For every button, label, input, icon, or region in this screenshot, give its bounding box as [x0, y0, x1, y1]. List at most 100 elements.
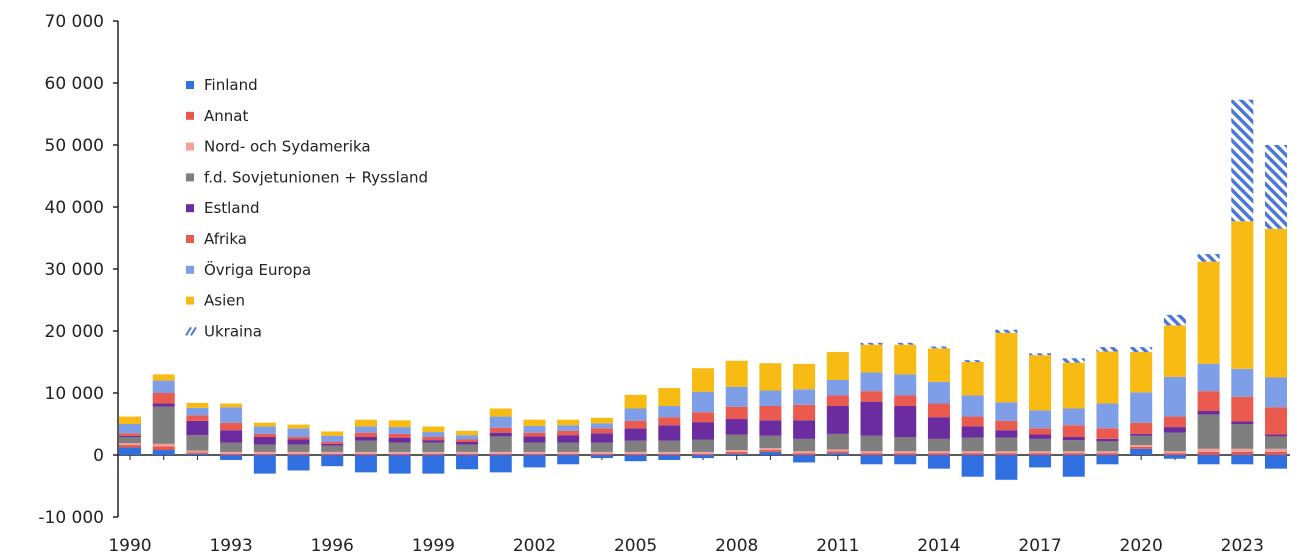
bar-segment [1062, 437, 1085, 441]
bar-segment [1096, 441, 1119, 452]
bar-segment [1130, 347, 1153, 353]
bar-segment [995, 329, 1018, 333]
y-tick-label: 40 000 [45, 198, 104, 218]
bar-segment [1130, 435, 1153, 446]
bar-segment [894, 453, 917, 455]
bar-segment [220, 407, 243, 423]
bar-segment [961, 360, 984, 362]
bar-segment [692, 391, 714, 413]
bar-segment [692, 422, 714, 440]
bar-segment [826, 352, 849, 380]
bar-segment [287, 424, 310, 429]
bar-segment [287, 437, 310, 440]
bar-segment [860, 344, 883, 373]
bar-segment [557, 451, 580, 454]
bar-segment [1197, 455, 1220, 465]
bar-segment [961, 395, 984, 417]
bar-segment [1163, 427, 1186, 433]
x-tick-label: 1993 [209, 536, 252, 556]
legend-swatch [186, 111, 194, 120]
bar-segment [152, 393, 175, 404]
bar-segment [287, 439, 310, 445]
legend-swatch [186, 81, 194, 89]
bar-segment [557, 455, 580, 465]
bar-segment [119, 424, 141, 434]
x-axis: 1990 1993 1996 1999 2002 2005 2008 2011 2014 2017… [108, 454, 1290, 556]
bar-segment [1231, 368, 1254, 397]
bar-segment [1130, 448, 1153, 455]
bar-segment [1062, 358, 1085, 363]
bar-segment [927, 417, 950, 439]
bar-segment [456, 451, 479, 454]
bar-segment [658, 417, 681, 426]
bar-segment [927, 453, 950, 455]
bar-segment [253, 453, 276, 455]
bar-segment [220, 442, 243, 452]
bar-segment [995, 453, 1018, 455]
bar-segment [321, 435, 344, 442]
bar-segment [826, 406, 849, 434]
bar-segment [658, 406, 681, 418]
y-tick-label: 70 000 [45, 12, 104, 32]
bar-segment [759, 448, 782, 451]
bar-segment [422, 453, 445, 455]
bar-segment [152, 450, 175, 455]
bar-segment [927, 403, 950, 418]
bar-segment [388, 433, 411, 438]
bar-segment [557, 430, 580, 436]
bar-segment [1029, 455, 1052, 468]
y-tick-label: 60 000 [45, 74, 104, 94]
bar-segment [186, 420, 209, 436]
bar-segment [1029, 451, 1052, 454]
legend-swatch [186, 265, 194, 274]
bar-segment [692, 455, 714, 459]
legend-item: Annat [186, 107, 248, 125]
bar-segment [793, 420, 816, 439]
bar-segment [725, 453, 748, 455]
bar-segment [253, 437, 276, 445]
bar-segment [388, 455, 411, 474]
bar-segment [523, 425, 546, 433]
bar-segment [1096, 351, 1119, 404]
bar-segment [860, 401, 883, 436]
bar-segment [220, 455, 243, 460]
bar-segment [557, 425, 580, 431]
bar-segment [321, 431, 344, 436]
bar-segment [1265, 228, 1287, 378]
bar-segment [152, 443, 175, 447]
bar-segment [590, 423, 613, 429]
bar-segment [860, 453, 883, 455]
bar-segment [422, 426, 445, 433]
legend-item: Nord- och Sydamerika [186, 138, 371, 156]
bar-segment [1130, 392, 1153, 423]
bar-segment [1029, 428, 1052, 435]
bar-segment [253, 422, 276, 427]
bar-segment [152, 406, 175, 444]
bar-segment [995, 455, 1018, 480]
bar-segment [927, 381, 950, 404]
bar-segment [220, 453, 243, 455]
bar-segment [1231, 396, 1254, 422]
bar-segment [759, 435, 782, 449]
legend-label: Annat [204, 107, 248, 125]
bar-segment [1231, 455, 1254, 465]
bar-segment [1265, 455, 1287, 469]
bar-segment [253, 426, 276, 434]
bar-segment [422, 451, 445, 454]
bar-segment [1163, 432, 1186, 452]
bar-segment [1265, 434, 1287, 437]
bar-segment [1231, 448, 1254, 452]
bar-segment [152, 403, 175, 407]
bar-segment [860, 372, 883, 392]
bar-segment [1231, 424, 1254, 449]
bar-segment [152, 380, 175, 393]
bar-segment [759, 390, 782, 407]
bar-segment [1265, 377, 1287, 408]
bar-segment [1265, 145, 1287, 229]
bar-segment [456, 453, 479, 455]
bar-segment [860, 342, 883, 345]
bar-segment [1130, 445, 1153, 447]
x-tick-label: 2020 [1120, 536, 1163, 556]
bar-segment [927, 346, 950, 349]
bar-segment [590, 451, 613, 454]
